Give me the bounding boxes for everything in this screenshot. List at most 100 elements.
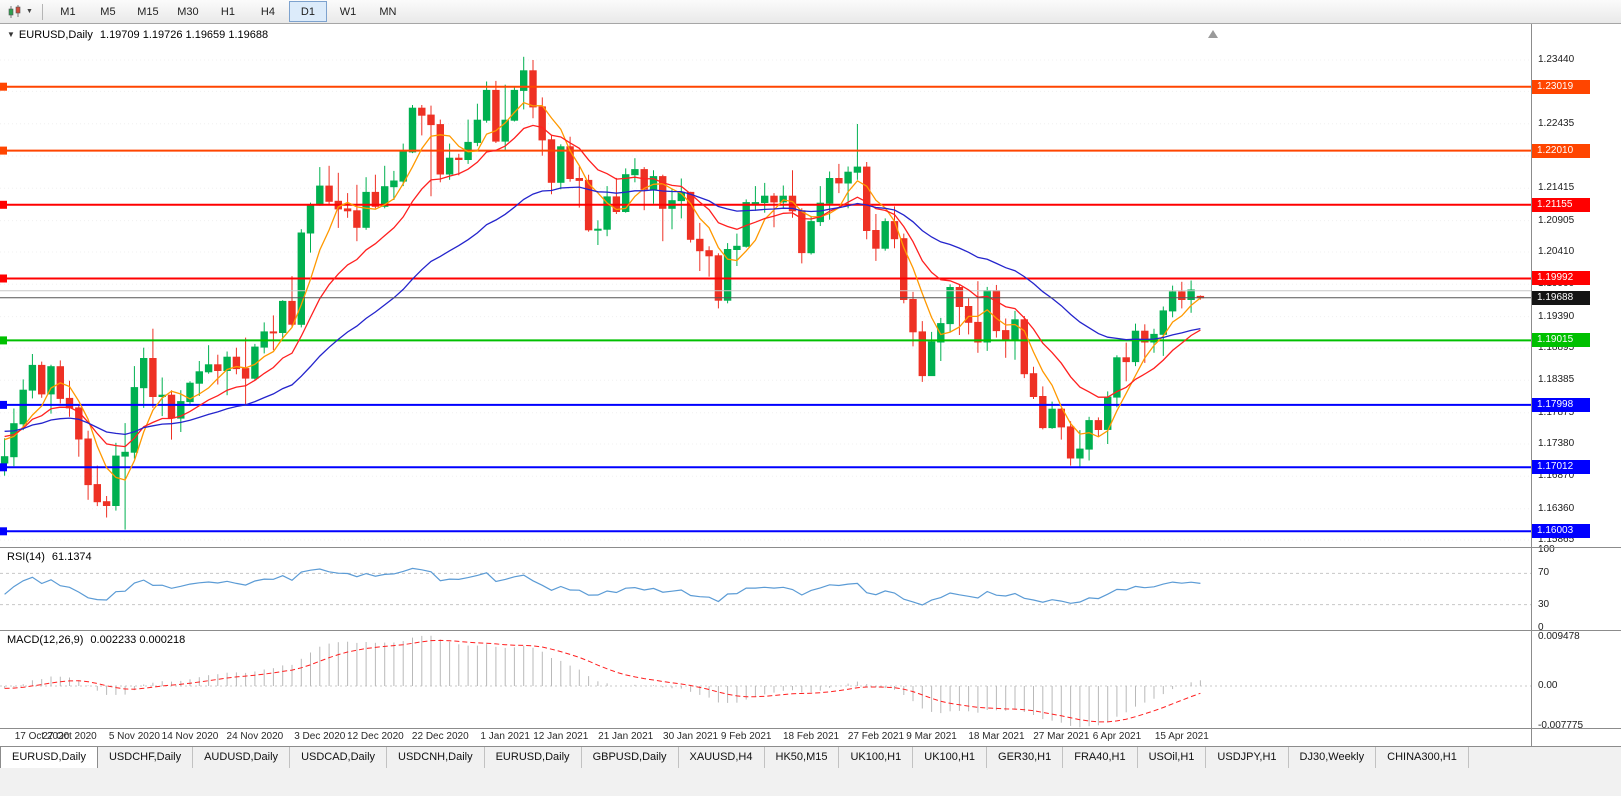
chart-tab-10-uk100-h1[interactable]: UK100,H1 — [913, 747, 988, 768]
chart-tab-11-ger30-h1[interactable]: GER30,H1 — [987, 747, 1064, 768]
date-axis[interactable]: 17 Oct 2020 27 Oct 2020 5 Nov 2020 14 Nov 2… — [0, 729, 1531, 746]
date-axis-label: 6 Apr 2021 — [1092, 731, 1142, 742]
chart-tab-4-usdcnh-daily[interactable]: USDCNH,Daily — [387, 747, 485, 768]
timeframe-button-m1[interactable]: M1 — [60, 5, 76, 18]
chart-tab-14-usdjpy-h1[interactable]: USDJPY,H1 — [1206, 747, 1289, 768]
price-axis-label: 1.17380 — [1538, 438, 1575, 450]
ohlc-values: 1.19709 1.19726 1.19659 1.19688 — [99, 29, 269, 41]
bullish-candle — [733, 245, 741, 251]
expand-arrow-icon: ▼ — [7, 30, 15, 39]
date-axis-label: 9 Feb 2021 — [720, 731, 772, 742]
price-axis-label: 1.15865 — [1538, 534, 1575, 546]
bearish-candle — [84, 438, 92, 486]
timeframe-button-m5[interactable]: M5 — [100, 5, 116, 18]
date-axis-label: 5 Nov 2020 — [108, 731, 160, 742]
bullish-candle — [1187, 289, 1195, 300]
timeframe-button-d1[interactable]: D1 — [288, 1, 327, 22]
bearish-candle — [1029, 373, 1038, 398]
price-badge: 1.17998 — [1532, 397, 1590, 412]
price-axis-label: 1.23440 — [1538, 53, 1575, 65]
bearish-candle — [241, 368, 250, 379]
bearish-candle — [770, 195, 778, 203]
chart-tab-2-audusd-daily[interactable]: AUDUSD,Daily — [193, 747, 291, 768]
bearish-candle — [538, 106, 546, 141]
timeframe-button-h1[interactable]: H1 — [220, 5, 235, 18]
bearish-candle — [1122, 357, 1130, 363]
pane-splitter[interactable] — [0, 547, 1621, 548]
chart-tab-1-usdchf-daily[interactable]: USDCHF,Daily — [98, 747, 194, 768]
bullish-candle — [0, 456, 9, 464]
hline-left-marker — [0, 400, 7, 409]
date-axis-label: 15 Apr 2021 — [1154, 731, 1209, 742]
chart-tab-8-hk50-m15[interactable]: HK50,M15 — [765, 747, 840, 768]
bearish-candle — [93, 484, 101, 503]
bullish-candle — [1076, 448, 1084, 459]
date-axis-label: 17 Oct 2020 — [14, 731, 70, 742]
bearish-candle — [214, 364, 222, 371]
rsi-axis-label: 30 — [1538, 598, 1550, 610]
bullish-candle — [594, 228, 602, 231]
bearish-candle — [788, 195, 797, 212]
price-axis-label: 1.20905 — [1538, 214, 1575, 226]
pane-splitter[interactable] — [0, 630, 1621, 631]
bearish-candle — [343, 208, 352, 212]
bullish-candle — [557, 146, 565, 183]
rsi-indicator-pane[interactable] — [0, 547, 1531, 630]
bearish-candle — [863, 166, 871, 232]
bearish-candle — [492, 89, 500, 142]
macd-indicator-title: MACD(12,26,9) 0.002233 0.000218 — [7, 634, 186, 646]
date-axis-label: 22 Dec 2020 — [411, 731, 469, 742]
chart-tab-bar: EURUSD,Daily USDCHF,Daily AUDUSD,Daily USDC… — [0, 746, 1621, 796]
chart-tab-5-eurusd-daily[interactable]: EURUSD,Daily — [485, 747, 582, 768]
bearish-candle — [835, 178, 843, 184]
chart-tab-3-usdcad-daily[interactable]: USDCAD,Daily — [290, 747, 388, 768]
hline-left-marker — [0, 527, 7, 536]
macd-indicator-pane[interactable] — [0, 630, 1531, 728]
timeframe-button-w1[interactable]: W1 — [339, 5, 357, 18]
chart-tab-12-fra40-h1[interactable]: FRA40,H1 — [1063, 747, 1138, 768]
rsi-indicator-title: RSI(14) 61.1374 — [7, 551, 92, 563]
chart-tab-16-china300-h1[interactable]: CHINA300,H1 — [1376, 747, 1469, 768]
bullish-candle — [1011, 319, 1019, 340]
chart-tab-13-usoil-h1[interactable]: USOil,H1 — [1138, 747, 1207, 768]
chart-type-button[interactable]: ▼ — [4, 4, 37, 19]
chart-tab-0-eurusd-daily[interactable]: EURUSD,Daily — [0, 747, 98, 768]
bearish-candle — [918, 331, 926, 377]
date-axis-label: 9 Mar 2021 — [906, 731, 957, 742]
rsi-axis-label: 70 — [1538, 567, 1550, 579]
chart-tab-9-uk100-h1[interactable]: UK100,H1 — [839, 747, 914, 768]
chart-tab-6-gbpusd-daily[interactable]: GBPUSD,Daily — [582, 747, 679, 768]
toolbar-separator — [41, 3, 43, 20]
bearish-candle — [102, 501, 111, 507]
price-axis-label: 1.22435 — [1538, 117, 1575, 129]
chart-tab-7-xauusd-h4[interactable]: XAUUSD,H4 — [679, 747, 765, 768]
chart-ohlc-title: ▼ EURUSD,Daily 1.19709 1.19726 1.19659 1.1… — [7, 29, 268, 41]
bearish-candle — [371, 191, 380, 207]
price-axis-label: 1.16360 — [1538, 502, 1575, 514]
bearish-candle — [427, 114, 435, 126]
chart-shift-marker[interactable] — [1208, 30, 1218, 38]
chart-tab-15-dj30-weekly[interactable]: DJ30,Weekly — [1289, 747, 1377, 768]
bullish-candle — [881, 221, 889, 249]
bullish-candle — [510, 89, 519, 121]
timeframe-button-m30[interactable]: M30 — [177, 5, 199, 18]
bearish-candle — [964, 306, 973, 323]
bearish-candle — [909, 299, 917, 333]
price-axis[interactable]: 1.234401.229451.224351.219251.214151.209… — [1532, 24, 1621, 746]
bearish-candle — [659, 176, 667, 209]
timeframe-button-mn[interactable]: MN — [379, 5, 397, 18]
symbol-timeframe-label: EURUSD,Daily — [18, 29, 93, 41]
timeframe-button-m15[interactable]: M15 — [137, 5, 159, 18]
date-axis-label: 14 Nov 2020 — [161, 731, 219, 742]
bullish-candle — [983, 290, 991, 343]
date-axis-label: 24 Nov 2020 — [226, 731, 284, 742]
bullish-candle — [501, 119, 509, 142]
date-axis-label: 12 Dec 2020 — [347, 731, 404, 742]
bullish-candle — [177, 401, 185, 419]
bullish-candle — [807, 221, 815, 254]
chevron-down-icon: ▼ — [26, 7, 33, 15]
timeframe-button-h4[interactable]: H4 — [260, 5, 275, 18]
price-axis-label: 1.20410 — [1538, 246, 1575, 257]
bullish-candle — [603, 196, 611, 230]
price-chart-pane[interactable] — [0, 24, 1531, 547]
